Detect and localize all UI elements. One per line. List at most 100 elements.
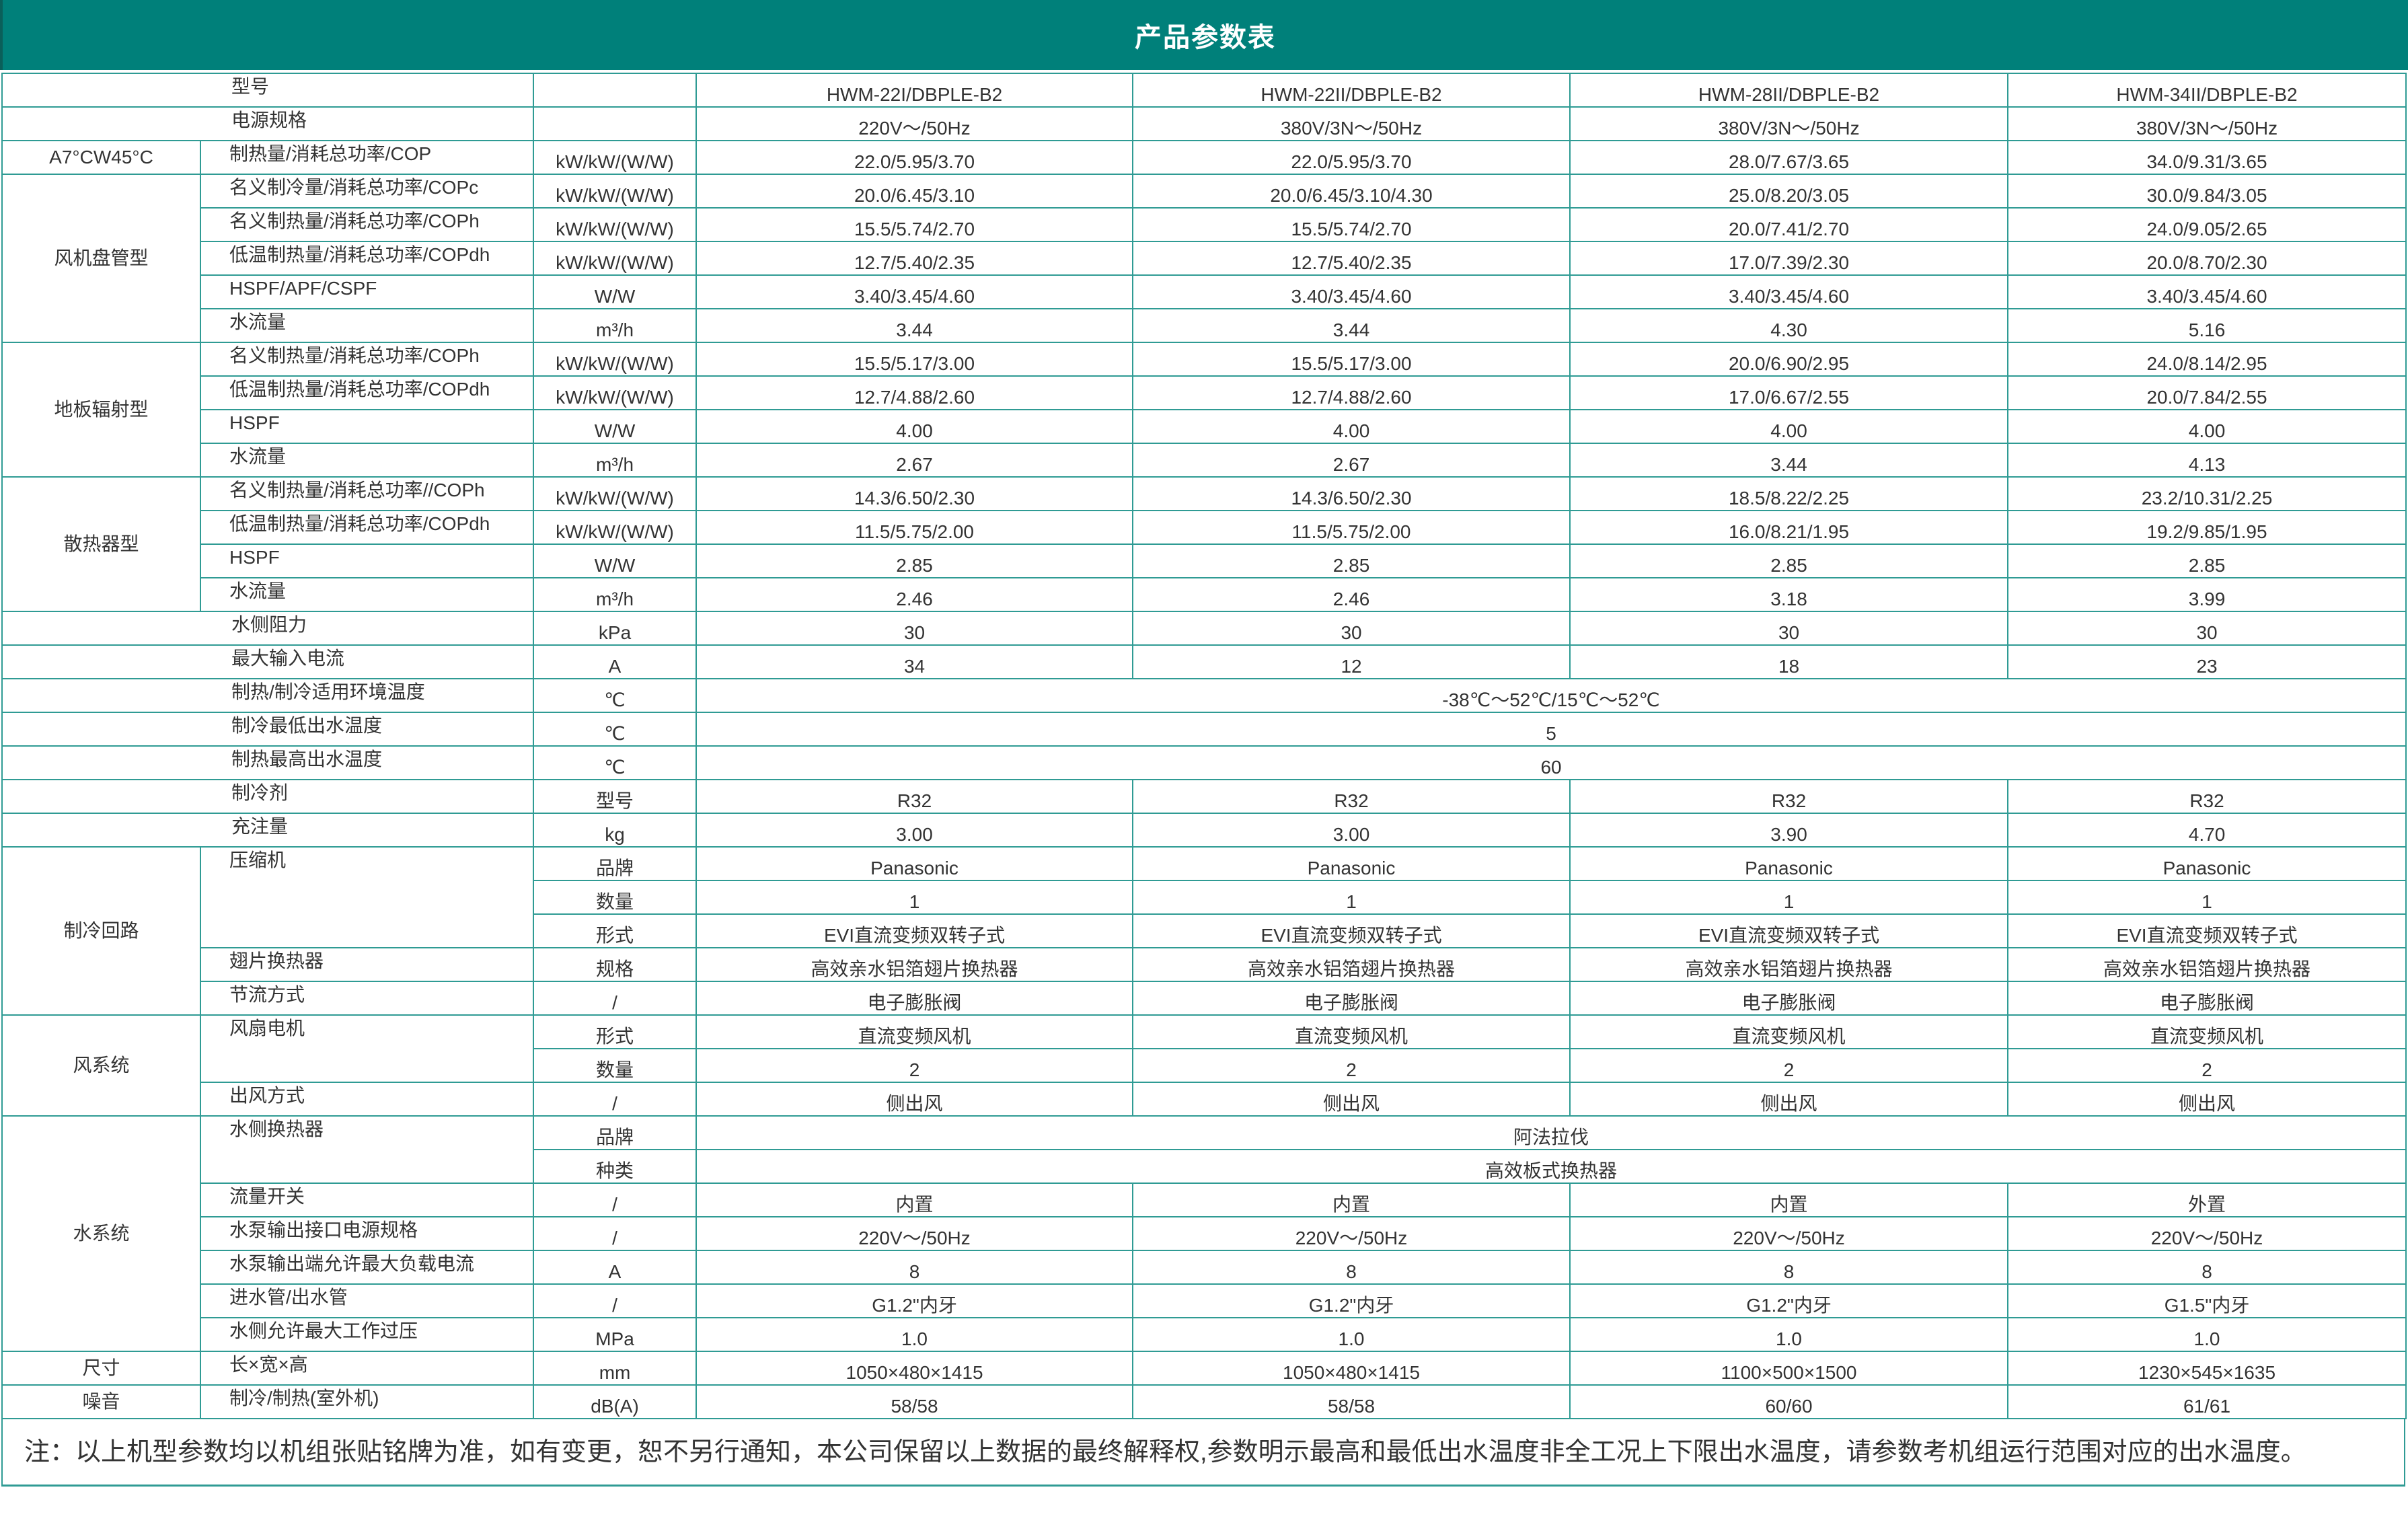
value-cell: HWM-34II/DBPLE-B2 — [2007, 73, 2407, 108]
table-row: 水侧阻力 kPa 30 30 30 30 — [1, 611, 2407, 646]
value-cell: 4.70 — [2007, 813, 2407, 848]
value-cell: 1050×480×1415 — [1132, 1351, 1571, 1386]
table-row: 制热/制冷适用环境温度 ℃ -38℃～52℃/15℃～52℃ — [1, 678, 2407, 713]
value-cell: 侧出风 — [695, 1082, 1134, 1117]
value-cell-merged: 高效板式换热器 — [695, 1149, 2407, 1184]
value-cell: 直流变频风机 — [695, 1014, 1134, 1049]
value-cell: HWM-22I/DBPLE-B2 — [695, 73, 1134, 108]
category-cell: 风机盘管型 — [1, 174, 201, 343]
value-cell: 22.0/5.95/3.70 — [1132, 140, 1571, 175]
unit-cell — [533, 73, 698, 108]
value-cell: 直流变频风机 — [2007, 1014, 2407, 1049]
value-cell: 2 — [1569, 1048, 2009, 1083]
value-cell: 15.5/5.17/3.00 — [695, 342, 1134, 377]
parameter-label: 型号 — [1, 73, 535, 108]
value-cell: 20.0/6.45/3.10 — [695, 174, 1134, 209]
value-cell: R32 — [695, 779, 1134, 814]
value-cell: 1230×545×1635 — [2007, 1351, 2407, 1386]
value-cell: 外置 — [2007, 1183, 2407, 1217]
parameter-label: 水泵输出端允许最大负载电流 — [199, 1250, 535, 1285]
unit-cell: kW/kW/(W/W) — [533, 375, 698, 410]
table-row: 翅片换热器 规格 高效亲水铝箔翅片换热器 高效亲水铝箔翅片换热器 高效亲水铝箔翅片换热器… — [2, 947, 2407, 982]
value-cell: 24.0/8.14/2.95 — [2007, 342, 2407, 377]
table-row: 水系统 水侧换热器 品牌 阿法拉伐 — [1, 1115, 2407, 1352]
value-cell: 61/61 — [2007, 1384, 2407, 1419]
parameter-label: 最大输入电流 — [1, 644, 535, 679]
unit-cell: 形式 — [533, 913, 698, 948]
table-row: 数量 1 1 1 1 — [2, 880, 2407, 915]
value-cell: 4.00 — [695, 409, 1134, 444]
table-row: 散热器型 名义制热量/消耗总功率//COPh kW/kW/(W/W) 14.3/6.5… — [1, 476, 2407, 612]
unit-cell: m³/h — [533, 577, 698, 612]
value-cell: 380V/3N～/50Hz — [1132, 106, 1571, 141]
value-cell: 20.0/7.41/2.70 — [1569, 207, 2009, 242]
unit-cell: 数量 — [533, 1048, 698, 1083]
unit-cell: dB(A) — [533, 1384, 698, 1419]
value-cell: 34.0/9.31/3.65 — [2007, 140, 2407, 175]
value-cell: Panasonic — [695, 846, 1134, 881]
table-row: 尺寸 长×宽×高 mm 1050×480×1415 1050×480×1415 1100×… — [1, 1351, 2407, 1386]
value-cell: R32 — [1569, 779, 2009, 814]
value-cell: EVI直流变频双转子式 — [1569, 913, 2009, 948]
value-cell: 17.0/6.67/2.55 — [1569, 375, 2009, 410]
value-cell: 4.00 — [1569, 409, 2009, 444]
unit-cell: / — [533, 1183, 698, 1217]
table-row: 数量 2 2 2 2 — [2, 1048, 2407, 1083]
parameter-label: 压缩机 — [199, 846, 535, 948]
value-cell: 11.5/5.75/2.00 — [695, 510, 1134, 545]
value-cell: 1050×480×1415 — [695, 1351, 1134, 1386]
unit-cell: m³/h — [533, 308, 698, 343]
parameter-label: 水流量 — [199, 308, 535, 343]
value-cell: 2.46 — [695, 577, 1134, 612]
value-cell: 58/58 — [695, 1384, 1134, 1419]
unit-cell: W/W — [533, 543, 698, 578]
page-title: 产品参数表 — [1135, 23, 1276, 52]
unit-cell — [533, 106, 698, 141]
category-cell: 噪音 — [1, 1384, 201, 1419]
value-cell-merged: 阿法拉伐 — [695, 1115, 2407, 1150]
value-cell: 18.5/8.22/2.25 — [1569, 476, 2009, 511]
unit-cell: ℃ — [533, 678, 698, 713]
unit-cell: 形式 — [533, 1014, 698, 1049]
table-row: HSPF W/W 2.85 2.85 2.85 2.85 — [2, 543, 2407, 578]
parameter-label: 翅片换热器 — [199, 947, 535, 982]
value-cell: 60/60 — [1569, 1384, 2009, 1419]
unit-cell: kg — [533, 813, 698, 848]
value-cell: 直流变频风机 — [1569, 1014, 2009, 1049]
table-row: 风系统 风扇电机 形式 直流变频风机 直流变频风机 直流变频风机 直流变频风机 — [1, 1014, 2407, 1117]
parameter-label: 制热量/消耗总功率/COP — [199, 140, 535, 175]
unit-cell: / — [533, 1216, 698, 1251]
value-cell: 2.85 — [1569, 543, 2009, 578]
value-cell: G1.2"内牙 — [1569, 1283, 2009, 1318]
value-cell: 直流变频风机 — [1132, 1014, 1571, 1049]
value-cell: Panasonic — [2007, 846, 2407, 881]
value-cell: 电子膨胀阀 — [1569, 981, 2009, 1016]
unit-cell: kW/kW/(W/W) — [533, 207, 698, 242]
unit-cell: m³/h — [533, 443, 698, 478]
value-cell: 侧出风 — [2007, 1082, 2407, 1117]
value-cell: 3.00 — [695, 813, 1134, 848]
value-cell: 1100×500×1500 — [1569, 1351, 2009, 1386]
value-cell: EVI直流变频双转子式 — [695, 913, 1134, 948]
value-cell: 1.0 — [1569, 1317, 2009, 1352]
parameter-label: 进水管/出水管 — [199, 1283, 535, 1318]
value-cell-merged: 60 — [695, 745, 2407, 780]
value-cell: 17.0/7.39/2.30 — [1569, 241, 2009, 276]
parameter-label: 水泵输出接口电源规格 — [199, 1216, 535, 1251]
value-cell: 1 — [1132, 880, 1571, 915]
value-cell: EVI直流变频双转子式 — [1132, 913, 1571, 948]
table-row: 水泵输出端允许最大负载电流 A 8 8 8 8 — [2, 1250, 2407, 1285]
value-cell: 3.44 — [1132, 308, 1571, 343]
value-cell: 220V～/50Hz — [1132, 1216, 1571, 1251]
table-row: 名义制热量/消耗总功率/COPh kW/kW/(W/W) 15.5/5.74/2.7… — [2, 207, 2407, 242]
value-cell-merged: 5 — [695, 712, 2407, 747]
category-cell: 尺寸 — [1, 1351, 201, 1386]
table-row: 电源规格 220V～/50Hz 380V/3N～/50Hz 380V/3N～/50Hz… — [1, 106, 2407, 141]
value-cell: 电子膨胀阀 — [695, 981, 1134, 1016]
unit-cell: / — [533, 1082, 698, 1117]
unit-cell: kW/kW/(W/W) — [533, 174, 698, 209]
value-cell: 1.0 — [2007, 1317, 2407, 1352]
value-cell: 24.0/9.05/2.65 — [2007, 207, 2407, 242]
table-row: 水流量 m³/h 3.44 3.44 4.30 5.16 — [2, 308, 2407, 343]
table-row: 制冷剂 型号 R32 R32 R32 R32 — [1, 779, 2407, 814]
